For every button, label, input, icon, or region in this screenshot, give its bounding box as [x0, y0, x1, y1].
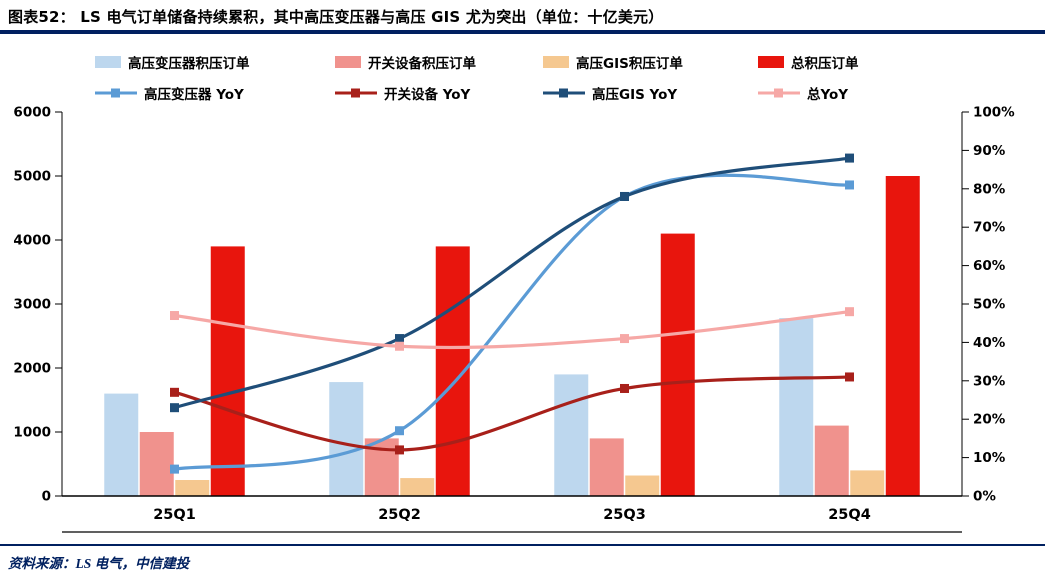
legend-item-label: 高压变压器 YoY [144, 87, 244, 103]
left-axis-label: 3000 [13, 297, 51, 313]
legend-swatch [758, 56, 784, 68]
legend-item-label: 总积压订单 [791, 56, 859, 72]
x-axis-label: 25Q3 [603, 507, 646, 523]
bar-25Q1 [175, 480, 210, 496]
bar-25Q2 [329, 382, 364, 496]
title-divider-rule [0, 30, 1045, 34]
line-series [172, 310, 852, 350]
legend-swatch [95, 56, 121, 68]
right-axis-label: 20% [973, 412, 1006, 428]
left-axis-label: 2000 [13, 361, 51, 377]
legend-item-label: 总YoY [807, 87, 849, 103]
legend-item: 总积压订单 [758, 52, 958, 72]
chart-title: 图表52： LS 电气订单储备持续累积，其中高压变压器与高压 GIS 尤为突出（… [8, 8, 664, 26]
bar-25Q4 [885, 176, 920, 496]
bar-25Q2 [400, 478, 435, 496]
line-marker [845, 307, 854, 317]
left-axis-label: 0 [42, 489, 51, 505]
bar-25Q1 [210, 246, 245, 496]
line-marker [620, 334, 629, 344]
right-axis-label: 40% [973, 335, 1006, 351]
left-axis-label: 6000 [13, 105, 51, 121]
right-axis-label: 70% [973, 220, 1006, 236]
legend-swatch [335, 56, 361, 68]
bar-25Q4 [814, 425, 849, 496]
x-axis-label: 25Q2 [378, 507, 421, 523]
line-marker [845, 372, 854, 382]
legend-item: 高压变压器积压订单 [95, 52, 335, 72]
line-marker [170, 403, 179, 413]
x-axis-label: 25Q4 [828, 507, 871, 523]
bar-25Q1 [104, 393, 139, 496]
legend-line-marker [95, 88, 137, 98]
right-axis-label: 50% [973, 297, 1006, 313]
legend-item: 开关设备 YoY [335, 83, 543, 103]
line-marker [395, 334, 404, 344]
line-marker [845, 153, 854, 163]
line-marker [170, 387, 179, 397]
legend-item: 开关设备积压订单 [335, 52, 543, 72]
right-axis-label: 60% [973, 258, 1006, 274]
legend-item: 高压GIS YoY [543, 83, 758, 103]
line-series [172, 375, 852, 452]
line-marker [395, 445, 404, 455]
line-marker [620, 383, 629, 393]
bar-25Q4 [850, 470, 885, 496]
bar-25Q3 [589, 438, 624, 496]
right-axis-label: 100% [973, 105, 1015, 121]
legend-item: 总YoY [758, 83, 958, 103]
line-marker [170, 311, 179, 321]
legend-item-label: 高压GIS YoY [592, 87, 678, 103]
chart-legend: 高压变压器积压订单 开关设备积压订单 高压GIS积压订单 总积压订单高压变压器 YoY… [95, 52, 958, 103]
line-marker [845, 180, 854, 190]
bar-25Q3 [554, 374, 589, 496]
combo-chart: 0 1000 2000 3000 4000 5000 6000 0% 10% 20% 30% 40% 5… [13, 105, 1015, 533]
legend-item-label: 开关设备 YoY [384, 87, 471, 103]
right-axis-label: 90% [973, 143, 1006, 159]
legend-item-label: 高压GIS积压订单 [576, 56, 683, 72]
legend-line-marker [758, 88, 800, 98]
left-axis-label: 5000 [13, 169, 51, 185]
bar-25Q1 [139, 432, 174, 496]
line-marker [395, 341, 404, 351]
x-axis-label: 25Q1 [153, 507, 196, 523]
legend-item: 高压变压器 YoY [95, 83, 335, 103]
legend-line-marker [335, 88, 377, 98]
line-series [172, 156, 852, 410]
bar-25Q4 [779, 318, 814, 496]
line-marker [170, 464, 179, 474]
right-axis-label: 0% [973, 489, 996, 505]
bar-25Q3 [660, 233, 695, 496]
legend-line-marker [543, 88, 585, 98]
right-axis-label: 80% [973, 181, 1006, 197]
source-row: 资料来源：LS 电气，中信建投 [0, 544, 1045, 572]
line-marker [395, 426, 404, 436]
line-series [172, 173, 852, 471]
legend-swatch [543, 56, 569, 68]
source-label: 资料来源：LS 电气，中信建投 [8, 556, 190, 571]
left-axis-label: 4000 [13, 233, 51, 249]
legend-item-label: 高压变压器积压订单 [128, 56, 250, 72]
legend-item-label: 开关设备积压订单 [368, 56, 476, 72]
right-axis-label: 10% [973, 450, 1006, 466]
right-axis-label: 30% [973, 373, 1006, 389]
left-axis-label: 1000 [13, 425, 51, 441]
line-marker [620, 191, 629, 201]
bar-25Q3 [625, 475, 660, 496]
legend-item: 高压GIS积压订单 [543, 52, 758, 72]
